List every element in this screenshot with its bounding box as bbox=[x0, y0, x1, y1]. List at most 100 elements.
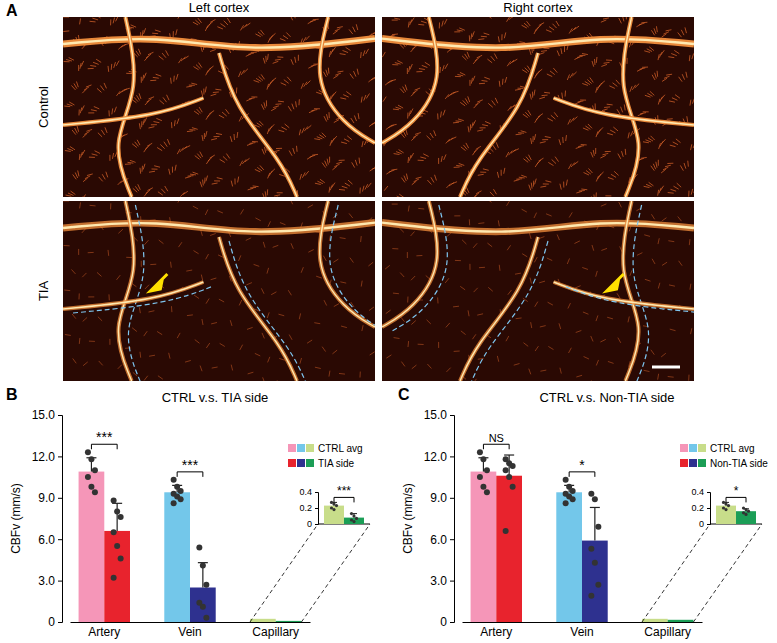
capillary-texture-line bbox=[189, 129, 195, 130]
capillary-texture-line bbox=[419, 68, 425, 70]
capillary-texture-line bbox=[563, 182, 564, 188]
capillary-texture-line bbox=[673, 186, 678, 189]
capillary-texture-line bbox=[605, 195, 611, 196]
capillary-texture-line bbox=[645, 95, 651, 97]
capillary-texture-line bbox=[311, 65, 317, 66]
y-axis-tick-mark bbox=[58, 456, 62, 457]
vessel-highlight bbox=[320, 201, 375, 327]
capillary-texture-line bbox=[240, 345, 243, 350]
capillary-texture-line bbox=[72, 314, 76, 319]
capillary-texture-line bbox=[157, 331, 162, 334]
capillary-texture-line bbox=[291, 243, 293, 249]
capillary-texture-line bbox=[122, 134, 127, 136]
inset-data-point bbox=[744, 513, 747, 516]
outline-dashed bbox=[229, 241, 307, 381]
capillary-texture-line bbox=[212, 367, 218, 368]
capillary-texture-line bbox=[271, 108, 276, 111]
legend-swatch bbox=[288, 444, 296, 452]
capillary-texture-line bbox=[593, 150, 594, 156]
y-axis-tick: 6.0 bbox=[38, 533, 62, 547]
capillary-texture-line bbox=[206, 299, 209, 304]
capillary-texture-line bbox=[672, 98, 677, 100]
capillary-texture-line bbox=[539, 281, 545, 283]
capillary-texture-line bbox=[141, 261, 142, 267]
data-point bbox=[503, 467, 509, 473]
capillary-texture-line bbox=[465, 98, 468, 103]
capillary-texture-line bbox=[546, 214, 552, 216]
capillary-texture-line bbox=[434, 130, 436, 136]
capillary-texture-line bbox=[354, 115, 356, 121]
capillary-texture-line bbox=[472, 334, 475, 339]
capillary-texture-line bbox=[155, 30, 161, 32]
capillary-texture-line bbox=[582, 267, 588, 269]
capillary-texture-line bbox=[334, 304, 339, 307]
capillary-texture-line bbox=[604, 106, 610, 108]
vessel-highlight bbox=[554, 98, 694, 125]
capillary-texture-line bbox=[529, 49, 531, 55]
capillary-texture-line bbox=[469, 219, 470, 225]
capillary-texture-line bbox=[96, 59, 101, 62]
capillary-texture-line bbox=[289, 335, 292, 340]
capillary-texture-line bbox=[88, 296, 94, 297]
capillary-texture-line bbox=[405, 85, 407, 91]
capillary-texture-line bbox=[286, 32, 290, 36]
inset-y-axis-tick-label: 0.4 bbox=[691, 487, 704, 497]
data-point bbox=[480, 484, 486, 490]
capillary-texture-line bbox=[574, 26, 579, 29]
capillary-texture-line bbox=[477, 100, 483, 102]
capillary-texture-line bbox=[64, 245, 70, 246]
capillary-texture-line bbox=[82, 105, 85, 110]
data-point bbox=[588, 546, 594, 552]
capillary-texture-line bbox=[240, 209, 243, 214]
capillary-texture-line bbox=[600, 339, 605, 342]
x-axis-tick-label: Artery bbox=[480, 625, 512, 639]
capillary-texture-line bbox=[91, 110, 97, 111]
capillary-texture-line bbox=[230, 136, 232, 142]
vessel-highlight bbox=[63, 39, 375, 48]
capillary-texture-line bbox=[196, 65, 200, 69]
vessel bbox=[118, 201, 133, 381]
figure: ALeft cortexRight cortexControlTIABCTRL … bbox=[0, 0, 777, 643]
capillary-texture-line bbox=[661, 50, 665, 55]
legend-swatch bbox=[689, 444, 697, 452]
bar bbox=[190, 588, 216, 623]
chart-panel: CCTRL v.s. Non-TIA sideCBFv (mm/s)03.06.… bbox=[398, 386, 768, 639]
capillary-texture-line bbox=[618, 338, 621, 343]
capillary-texture-line bbox=[407, 68, 408, 74]
capillary-texture-line bbox=[360, 52, 362, 58]
vessel-highlight bbox=[219, 237, 297, 381]
capillary-texture-line bbox=[691, 328, 692, 334]
capillary-texture-line bbox=[456, 165, 462, 167]
data-point bbox=[118, 514, 124, 520]
capillary-texture-line bbox=[453, 91, 459, 93]
capillary-texture-line bbox=[312, 154, 318, 156]
capillary-texture-line bbox=[92, 154, 98, 156]
capillary-texture-line bbox=[468, 310, 469, 316]
capillary-texture-line bbox=[300, 174, 302, 180]
capillary-texture-line bbox=[265, 147, 266, 153]
y-axis-line bbox=[58, 416, 63, 623]
x-axis-tick: Vein bbox=[178, 625, 201, 639]
capillary-texture-line bbox=[529, 233, 531, 239]
capillary-texture-line bbox=[689, 100, 691, 106]
capillary-texture-line bbox=[186, 86, 192, 87]
capillary-texture-line bbox=[83, 317, 87, 321]
row-header: TIA bbox=[36, 281, 51, 302]
data-point bbox=[196, 544, 202, 550]
capillary-texture-line bbox=[82, 194, 85, 197]
capillary-texture-line bbox=[351, 118, 354, 123]
capillary-texture-line bbox=[125, 163, 131, 164]
capillary-texture-line bbox=[393, 109, 399, 111]
capillary-texture-line bbox=[337, 71, 343, 73]
capillary-texture-line bbox=[624, 104, 626, 110]
capillary-texture-line bbox=[438, 342, 439, 348]
significance-label: *** bbox=[337, 484, 351, 498]
capillary-texture-line bbox=[251, 96, 257, 97]
capillary-texture-line bbox=[395, 63, 401, 65]
inset-data-point bbox=[352, 520, 355, 523]
capillary-texture-line bbox=[340, 282, 346, 283]
capillary-texture-line bbox=[239, 116, 242, 121]
image-panel bbox=[63, 17, 375, 197]
data-point bbox=[588, 491, 594, 497]
data-point bbox=[200, 604, 206, 610]
